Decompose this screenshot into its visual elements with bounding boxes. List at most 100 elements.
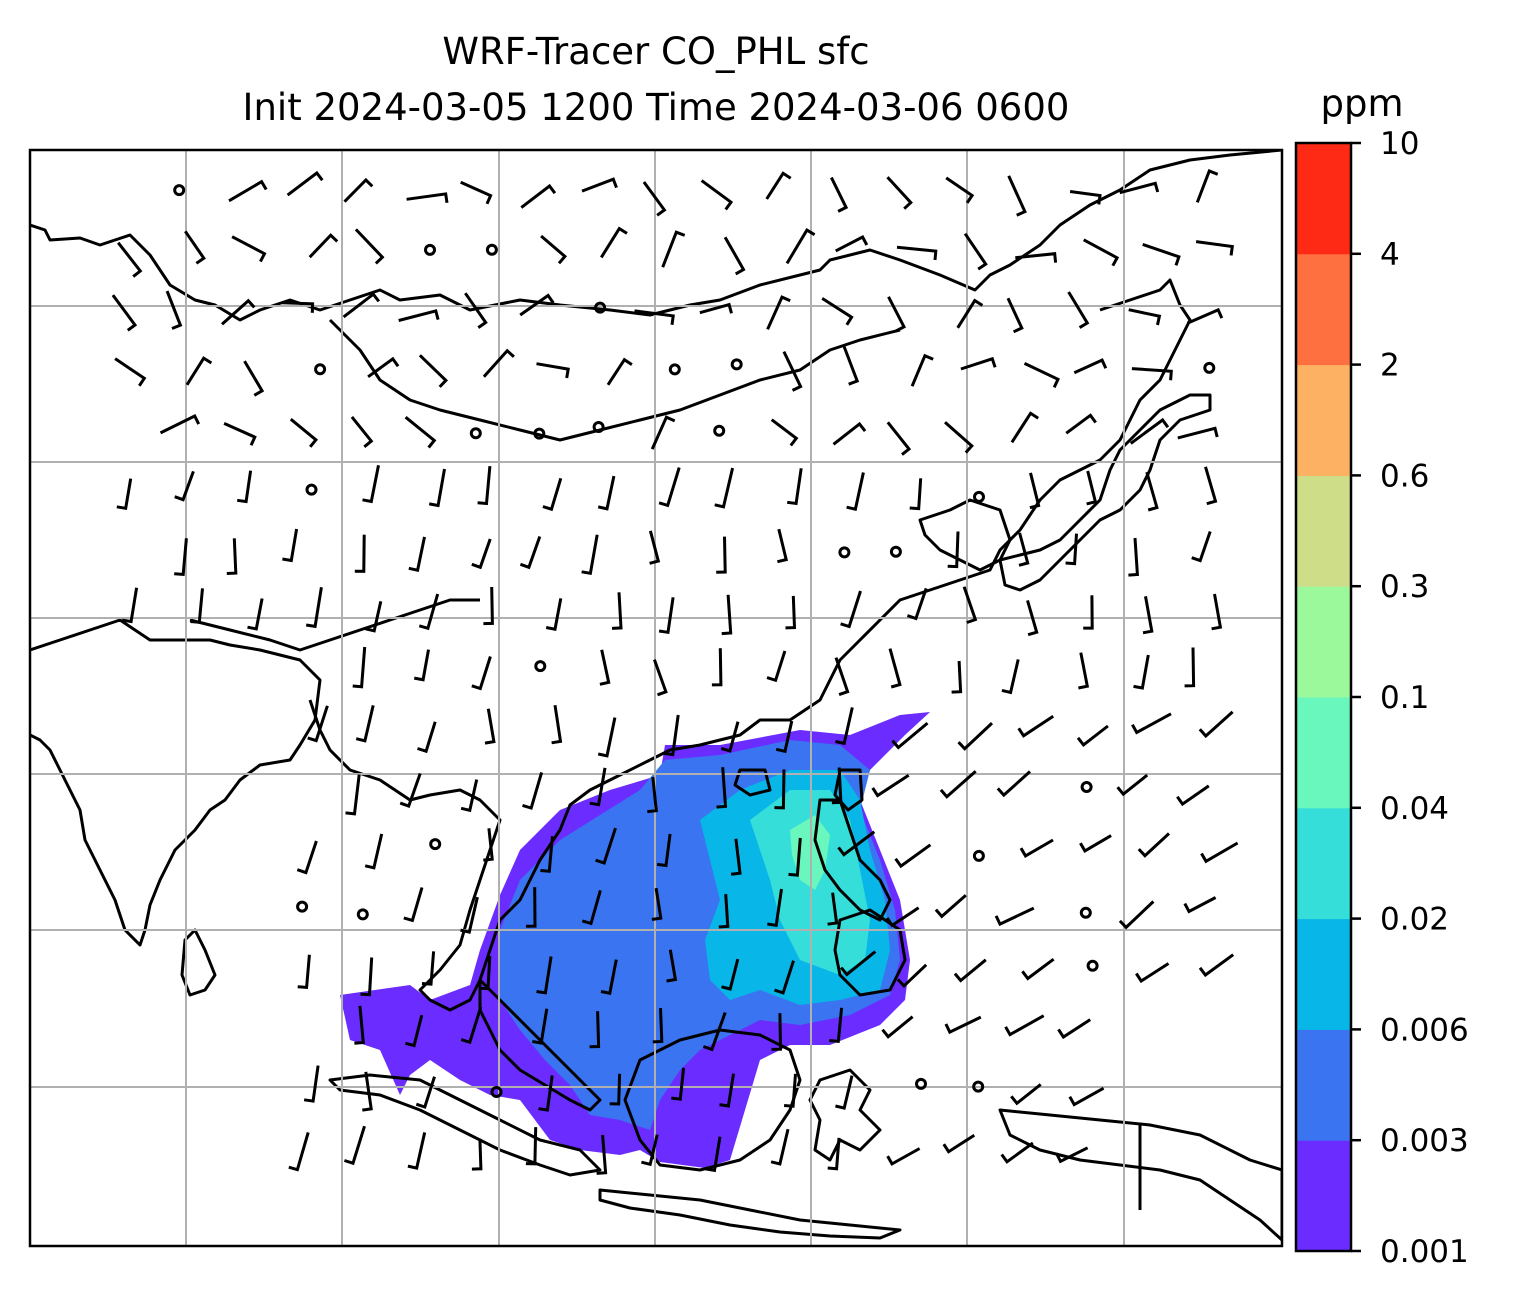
wind-barb <box>360 957 374 997</box>
wind-barb <box>1029 472 1041 510</box>
wind-barb <box>538 1075 554 1112</box>
wind-barb <box>350 415 374 448</box>
wind-barb <box>581 534 599 576</box>
wind-barb <box>835 234 869 253</box>
wind-barb <box>343 177 374 203</box>
wind-barb <box>871 773 910 798</box>
wind-barb <box>699 302 733 315</box>
wind-barb <box>365 600 383 633</box>
wind-barb <box>184 230 206 265</box>
wind-barb <box>942 1133 976 1154</box>
wind-barb <box>774 769 786 810</box>
wind-barb <box>1137 832 1171 858</box>
wind-barb <box>343 1125 366 1166</box>
wind-barb <box>647 776 658 814</box>
wind-barb <box>1073 358 1108 375</box>
wind-barb <box>354 534 366 573</box>
wind-barb <box>834 657 850 697</box>
wind-barb <box>297 954 311 990</box>
colorbar-band-0 <box>1296 1140 1351 1252</box>
map-frame <box>28 148 1284 1248</box>
wind-barb <box>355 705 375 743</box>
wind-barb <box>714 467 735 509</box>
wind-barb <box>1118 900 1155 930</box>
wind-barb <box>996 770 1032 798</box>
wind-barb <box>835 1075 854 1110</box>
wind-barb <box>1018 532 1030 567</box>
colorbar-tick-label: 4 <box>1380 237 1400 273</box>
wind-barb <box>121 587 139 624</box>
wind-barb <box>1142 596 1154 635</box>
wind-barb <box>307 705 329 743</box>
wind-barb <box>716 536 727 574</box>
wind-barb <box>962 586 978 624</box>
wind-barb <box>354 1005 365 1045</box>
wind-barb <box>305 587 323 629</box>
wind-barb <box>477 465 492 506</box>
wind-barb <box>723 236 746 276</box>
wind-barb <box>408 536 426 572</box>
wind-calm-marker <box>973 490 985 503</box>
wind-barb <box>953 958 987 983</box>
wind-barb <box>1142 242 1181 266</box>
wind-barb <box>1195 240 1234 256</box>
wind-barb <box>777 528 789 564</box>
wind-barb <box>609 1073 622 1106</box>
wind-barb <box>906 587 928 621</box>
wind-barb <box>661 230 686 268</box>
wind-barb <box>536 362 570 379</box>
wind-barb <box>226 538 238 575</box>
wind-barb <box>1078 652 1090 690</box>
wind-barb <box>1211 593 1223 631</box>
wind-barb <box>190 588 204 624</box>
wind-barb <box>671 1067 686 1101</box>
wind-calm-marker <box>173 184 186 197</box>
wind-barb <box>540 234 568 265</box>
wind-calm-marker <box>429 838 442 851</box>
wind-barb <box>464 292 488 329</box>
wind-barb <box>413 649 430 682</box>
wind-barb <box>783 1073 797 1108</box>
colorbar-band-3 <box>1296 807 1351 920</box>
wind-barb <box>471 1138 483 1171</box>
wind-barb <box>960 356 997 371</box>
wind-barb <box>887 296 907 333</box>
wind-barb <box>837 830 876 857</box>
wind-barb <box>1183 896 1217 914</box>
wind-barb <box>886 1147 921 1166</box>
wind-barb <box>460 896 479 934</box>
wind-calm-marker <box>469 427 482 440</box>
wind-barb <box>1067 291 1090 329</box>
wind-barb <box>910 353 934 387</box>
wind-barb <box>483 828 494 862</box>
wind-barb <box>236 470 253 504</box>
wind-barb <box>894 843 932 869</box>
wind-barb <box>1177 426 1219 440</box>
coastline-philippines-luzon <box>813 798 892 922</box>
wind-barb <box>536 956 553 995</box>
wind-barb <box>231 235 267 263</box>
wind-barb <box>658 597 675 635</box>
wind-barb <box>944 421 974 454</box>
wind-barb <box>1021 957 1055 981</box>
wind-barb <box>116 478 133 511</box>
wind-barb <box>296 840 318 875</box>
wind-barb <box>821 297 854 326</box>
colorbar-band-6 <box>1296 475 1351 587</box>
wind-barb <box>775 720 794 754</box>
wind-barb <box>1006 297 1024 334</box>
wind-barb <box>951 660 963 694</box>
wind-barb <box>909 478 923 511</box>
wind-barb <box>1131 712 1172 735</box>
wind-barb <box>1017 715 1055 738</box>
wind-barb <box>886 176 913 210</box>
wind-barb <box>406 192 449 204</box>
wind-barb <box>831 767 843 805</box>
wind-barb <box>840 590 862 629</box>
wind-barb <box>415 1076 436 1109</box>
coastline-japan <box>998 393 1212 592</box>
wind-barb <box>835 707 854 746</box>
wind-barb <box>767 888 783 928</box>
colorbar-tick-label: 0.003 <box>1380 1123 1469 1159</box>
colorbar-tick-label: 0.04 <box>1380 791 1449 827</box>
